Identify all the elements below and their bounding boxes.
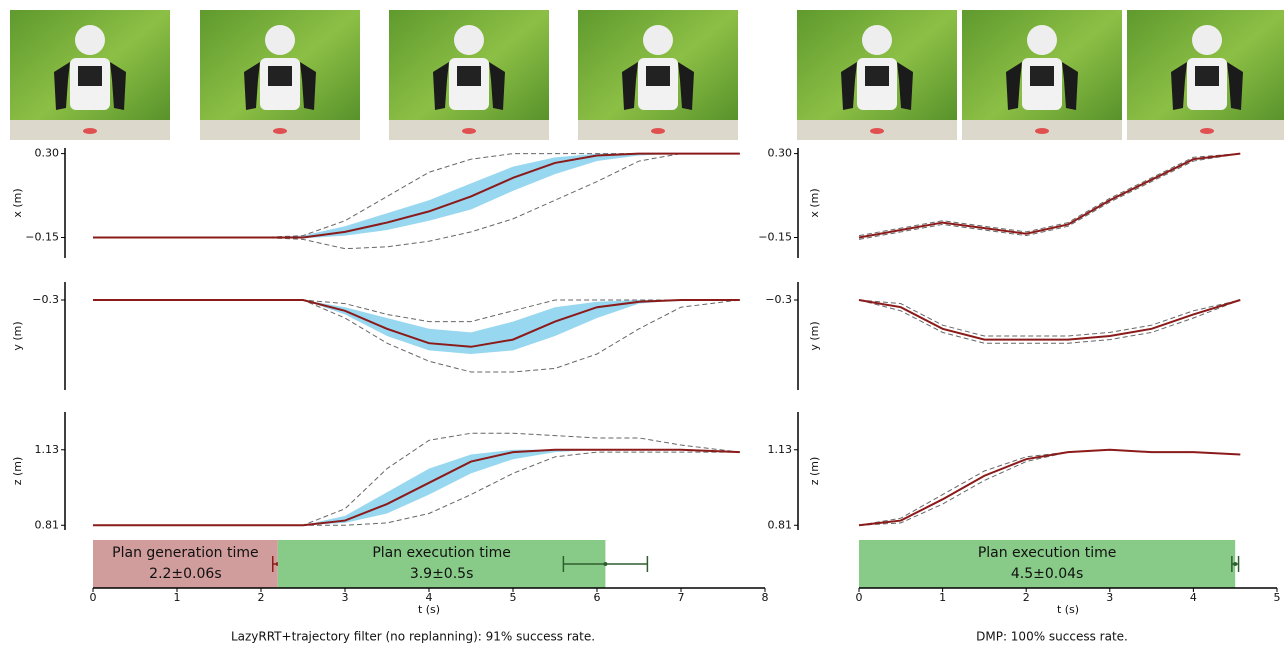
envelope-line — [858, 299, 1241, 344]
bar-value-label: 3.9±0.5s — [410, 566, 474, 582]
bar-value-label: 2.2±0.06s — [149, 566, 221, 582]
y-axis-label: z (m) — [808, 457, 821, 486]
y-tick-label: 0.81 — [35, 518, 60, 531]
bar-category: Plan execution time — [978, 545, 1117, 561]
error-center — [603, 562, 608, 566]
x-axis-label: t (s) — [418, 603, 440, 616]
y-tick-label: 0.30 — [768, 147, 793, 160]
y-tick-label: 1.13 — [35, 443, 60, 456]
x-tick-label: 2 — [258, 591, 265, 604]
caption: LazyRRT+trajectory filter (no replanning… — [231, 630, 595, 644]
x-tick-label: 0 — [90, 591, 97, 604]
x-tick-label: 5 — [510, 591, 517, 604]
y-tick-label: −0.3 — [765, 293, 792, 306]
caption: DMP: 100% success rate. — [976, 630, 1128, 644]
y-tick-label: −0.15 — [758, 230, 792, 243]
envelope-line — [93, 451, 740, 526]
envelope-line — [93, 299, 740, 373]
time-bar — [859, 540, 1236, 588]
x-tick-label: 5 — [1274, 591, 1281, 604]
time-bar — [93, 540, 278, 588]
error-center — [1233, 562, 1238, 566]
envelope-line — [858, 153, 1241, 240]
bar-category: Plan generation time — [112, 545, 258, 561]
x-tick-label: 4 — [1190, 591, 1197, 604]
mean-line — [93, 152, 740, 239]
x-tick-label: 1 — [174, 591, 181, 604]
x-tick-label: 3 — [342, 591, 349, 604]
y-axis-label: y (m) — [808, 321, 821, 350]
std-band — [93, 449, 740, 526]
photo-strip — [10, 10, 1284, 140]
y-axis-label: y (m) — [11, 321, 24, 350]
mean-line — [858, 448, 1241, 527]
mean-line — [858, 299, 1241, 341]
time-bar — [277, 540, 606, 588]
bar-value-label: 4.5±0.04s — [1011, 566, 1083, 582]
envelope-line — [93, 153, 740, 238]
y-tick-label: −0.15 — [25, 230, 59, 243]
std-band — [93, 153, 740, 239]
envelope-line — [858, 449, 1241, 526]
envelope-line — [93, 432, 740, 526]
bar-category: Plan execution time — [372, 545, 511, 561]
mean-line — [93, 299, 740, 348]
x-tick-label: 2 — [1023, 591, 1030, 604]
y-tick-label: 0.30 — [35, 147, 60, 160]
x-tick-label: 3 — [1106, 591, 1113, 604]
x-tick-label: 1 — [939, 591, 946, 604]
mean-line — [93, 448, 740, 527]
envelope-line — [93, 153, 740, 250]
y-axis-label: z (m) — [11, 457, 24, 486]
y-axis-label: x (m) — [808, 188, 821, 217]
envelope-line — [858, 153, 1241, 237]
y-tick-label: 1.13 — [768, 443, 793, 456]
envelope-line — [858, 299, 1241, 337]
y-axis-label: x (m) — [11, 188, 24, 217]
x-tick-label: 8 — [762, 591, 769, 604]
y-tick-label: 0.81 — [768, 518, 793, 531]
x-tick-label: 0 — [856, 591, 863, 604]
x-axis-label: t (s) — [1057, 603, 1079, 616]
envelope-line — [858, 449, 1241, 526]
x-tick-label: 4 — [426, 591, 433, 604]
mean-line — [858, 152, 1241, 239]
y-tick-label: −0.3 — [32, 293, 59, 306]
x-tick-label: 6 — [594, 591, 601, 604]
x-tick-label: 7 — [678, 591, 685, 604]
std-band — [93, 300, 740, 354]
